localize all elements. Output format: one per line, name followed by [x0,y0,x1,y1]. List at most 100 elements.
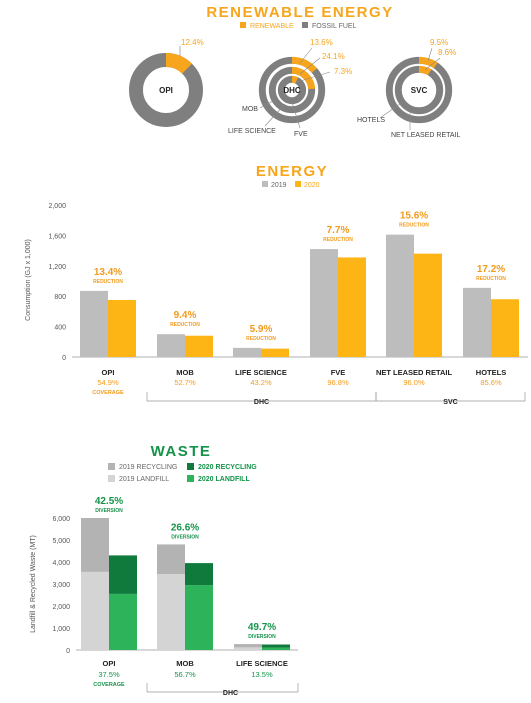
renewable-title: RENEWABLE ENERGY [206,4,393,21]
reduction-caption: REDUCTION [93,279,123,285]
donut-ring-renewable-opi [165,53,192,74]
callout-line [259,99,276,109]
category-label: HOTELS [476,368,506,377]
coverage-value: 96.8% [327,378,349,387]
donut-ring-name: HOTELS [357,117,385,124]
y-tick-label: 4,000 [52,560,70,567]
donut-value-label: 9.5% [430,38,448,47]
reduction-caption: REDUCTION [399,223,429,229]
coverage-caption: COVERAGE [92,390,124,396]
y-axis-label: Consumption (GJ x 1,000) [25,239,32,321]
y-tick-label: 2,000 [52,604,70,611]
bar-2020-recycling-opi [109,555,137,594]
callout-line [264,103,286,127]
legend-label: 2020 RECYCLING [198,464,257,471]
donut-center-label: DHC [283,86,301,95]
diversion-value: 26.6% [171,522,199,533]
donut-ring-name: FVE [294,131,308,138]
coverage-value: 43.2% [250,378,272,387]
coverage-value: 52.7% [174,378,196,387]
callout-line [299,47,313,64]
legend-swatch-2020 [295,181,301,187]
y-tick-label: 6,000 [52,516,70,523]
category-label: FVE [331,368,346,377]
callout-line [299,57,321,75]
callout-line [424,57,441,71]
y-tick-label: 0 [62,355,66,362]
bar-2019-mob [157,334,185,357]
legend-swatch-2019 [262,181,268,187]
bar-2019-recycling-mob [157,544,185,575]
reduction-value: 5.9% [250,324,273,335]
reduction-value: 7.7% [327,225,350,236]
bar-2019-landfill-mob [157,574,185,650]
bar-2019-recycling-opi [81,518,109,572]
donut-value-label: 12.4% [181,38,204,47]
bar-2020-landfill-life-science [262,647,290,650]
bar-2019-landfill-opi [81,571,109,650]
category-label: MOB [176,659,194,668]
callout-line [427,47,433,62]
y-tick-label: 800 [54,294,66,301]
diversion-caption: DIVERSION [248,634,276,640]
coverage-value: 56.7% [174,670,196,679]
category-label: NET LEASED RETAIL [376,368,453,377]
y-tick-label: 2,000 [48,203,66,210]
donut-center [143,67,189,113]
y-tick-label: 5,000 [52,538,70,545]
donut-value-label: 24.1% [322,52,345,61]
legend-swatch-2019-landfill [108,475,115,482]
ring-separator [267,65,317,115]
bar-2019-life-science [233,347,261,357]
reduction-caption: REDUCTION [476,276,506,282]
reduction-caption: REDUCTION [323,237,353,243]
bar-2019-recycling-life-science [234,644,262,648]
category-label: MOB [176,368,194,377]
ring-separator [257,55,327,125]
coverage-value: 13.5% [251,670,273,679]
bar-2020-hotels [491,299,519,357]
bar-2019-net-leased-retail [386,234,414,357]
bar-2020-opi [108,300,136,357]
callout-line [379,103,401,119]
donut-ring-name: NET LEASED RETAIL [391,132,460,139]
diversion-value: 42.5% [95,496,123,507]
bar-2020-landfill-opi [109,593,137,650]
bar-2020-net-leased-retail [414,253,442,357]
bar-2019-opi [80,290,108,357]
category-label: OPI [103,659,116,668]
legend-label-fossil: FOSSIL FUEL [312,23,357,30]
group-label: DHC [254,399,269,406]
y-tick-label: 1,000 [52,626,70,633]
category-label: LIFE SCIENCE [235,368,287,377]
donut-value-label: 7.3% [334,67,352,76]
diversion-value: 49.7% [248,622,276,633]
bar-2020-recycling-mob [185,563,213,586]
coverage-caption: COVERAGE [93,682,125,688]
coverage-value: 54.9% [97,378,119,387]
bar-2019-fve [310,249,338,357]
legend-label-renewable: RENEWABLE [250,23,294,30]
legend-label-2020: 2020 [304,182,320,189]
donut-ring-renewable-mob [291,56,318,73]
reduction-value: 15.6% [400,211,428,222]
donut-center [285,83,299,97]
coverage-value: 96.0% [403,378,425,387]
coverage-value: 37.5% [98,670,120,679]
y-tick-label: 3,000 [52,582,70,589]
reduction-value: 17.2% [477,264,505,275]
group-label: SVC [443,399,457,406]
donut-ring-renewable-hotels [418,65,432,76]
bar-2020-recycling-life-science [262,644,290,648]
donut-ring-renewable-fve [291,75,299,84]
bar-2020-life-science [261,348,289,357]
donut-value-label: 8.6% [438,48,456,57]
ring-separator [384,55,454,125]
legend-swatch-renewable [240,22,246,28]
donut-center [402,73,436,107]
y-tick-label: 0 [66,648,70,655]
legend-label-2019: 2019 [271,182,287,189]
waste-title: WASTE [151,443,212,460]
diversion-caption: DIVERSION [171,534,199,540]
